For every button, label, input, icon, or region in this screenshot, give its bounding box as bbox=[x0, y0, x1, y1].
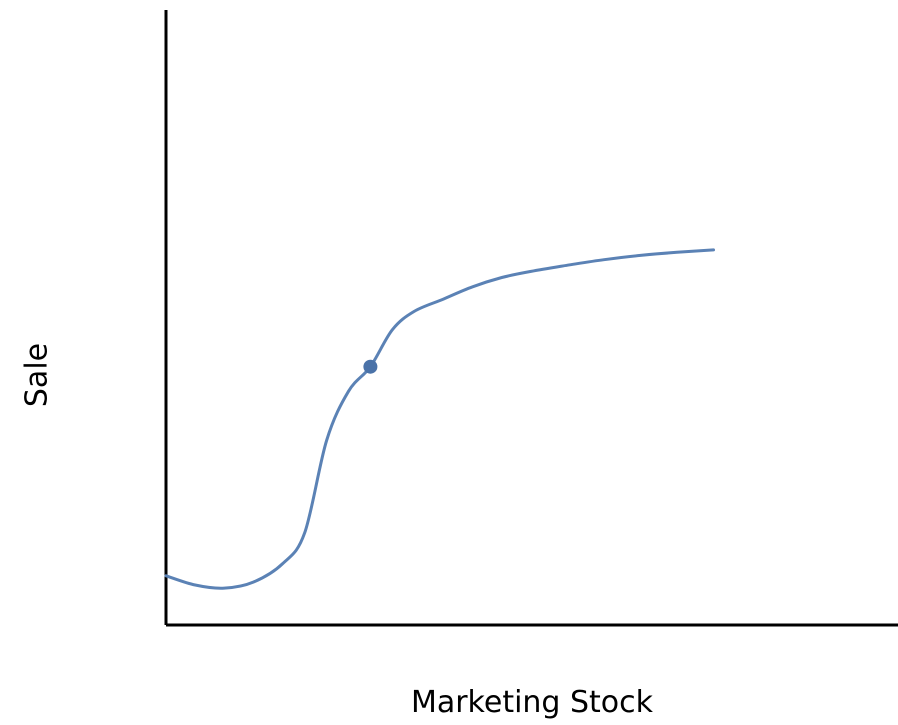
sales-response-curve bbox=[164, 248, 715, 590]
y-axis-label: Sale bbox=[20, 343, 55, 407]
x-axis-label: Marketing Stock bbox=[411, 685, 654, 720]
highlight-point bbox=[363, 359, 378, 374]
